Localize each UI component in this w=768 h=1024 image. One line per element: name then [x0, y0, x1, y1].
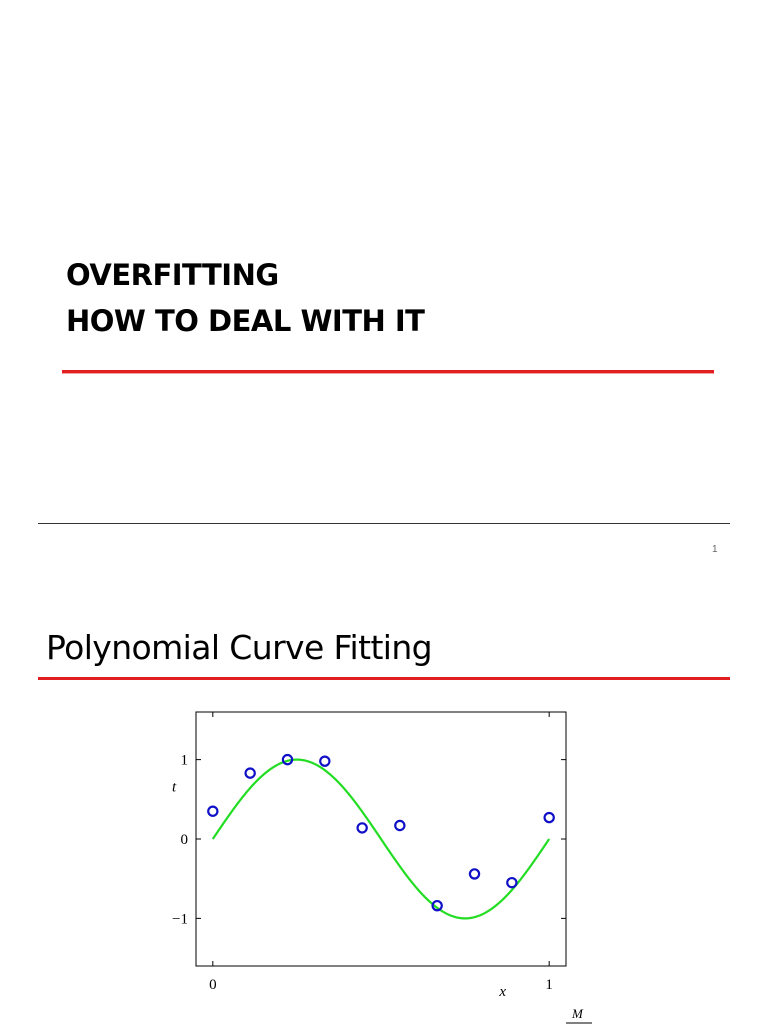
data-point-3 — [319, 755, 331, 767]
title-line-1: OVERFITTING — [66, 258, 279, 292]
title-underline-shadow — [62, 373, 714, 374]
y-tick-label-0: −1 — [172, 911, 188, 927]
data-point-5 — [394, 819, 406, 832]
y-tick-label-1: 0 — [181, 832, 189, 848]
x-tick-label-1: 1 — [545, 977, 553, 993]
title-line-2: HOW TO DEAL WITH IT — [66, 304, 425, 338]
title-underline — [62, 370, 714, 373]
curve-fit-chart: 0 1 −1 0 1 x t M — [172, 711, 592, 1024]
y-axis-label: t — [172, 779, 177, 795]
data-point-6 — [431, 899, 443, 912]
data-point-9 — [543, 811, 555, 824]
x-axis-label: x — [498, 984, 506, 1000]
data-point-8 — [506, 876, 518, 889]
data-point-2 — [281, 753, 294, 766]
page-number: 1 — [712, 544, 718, 555]
footer-fragment: M — [571, 1006, 584, 1021]
slide-title: OVERFITTING HOW TO DEAL WITH IT — [66, 252, 425, 344]
slide-separator — [38, 523, 730, 524]
slide-2-title-underline — [38, 677, 730, 680]
data-point-4 — [356, 822, 368, 834]
slide-2-title: Polynomial Curve Fitting — [46, 628, 433, 667]
data-point-7 — [468, 868, 481, 880]
y-tick-label-2: 1 — [181, 753, 189, 769]
data-point-1 — [244, 767, 256, 779]
data-points — [207, 753, 555, 912]
data-point-0 — [207, 805, 219, 817]
axis-ticks: 0 1 −1 0 1 — [172, 712, 566, 993]
title-slide: OVERFITTING HOW TO DEAL WITH IT — [62, 252, 714, 374]
x-tick-label-0: 0 — [209, 977, 217, 993]
sine-curve — [211, 758, 551, 920]
